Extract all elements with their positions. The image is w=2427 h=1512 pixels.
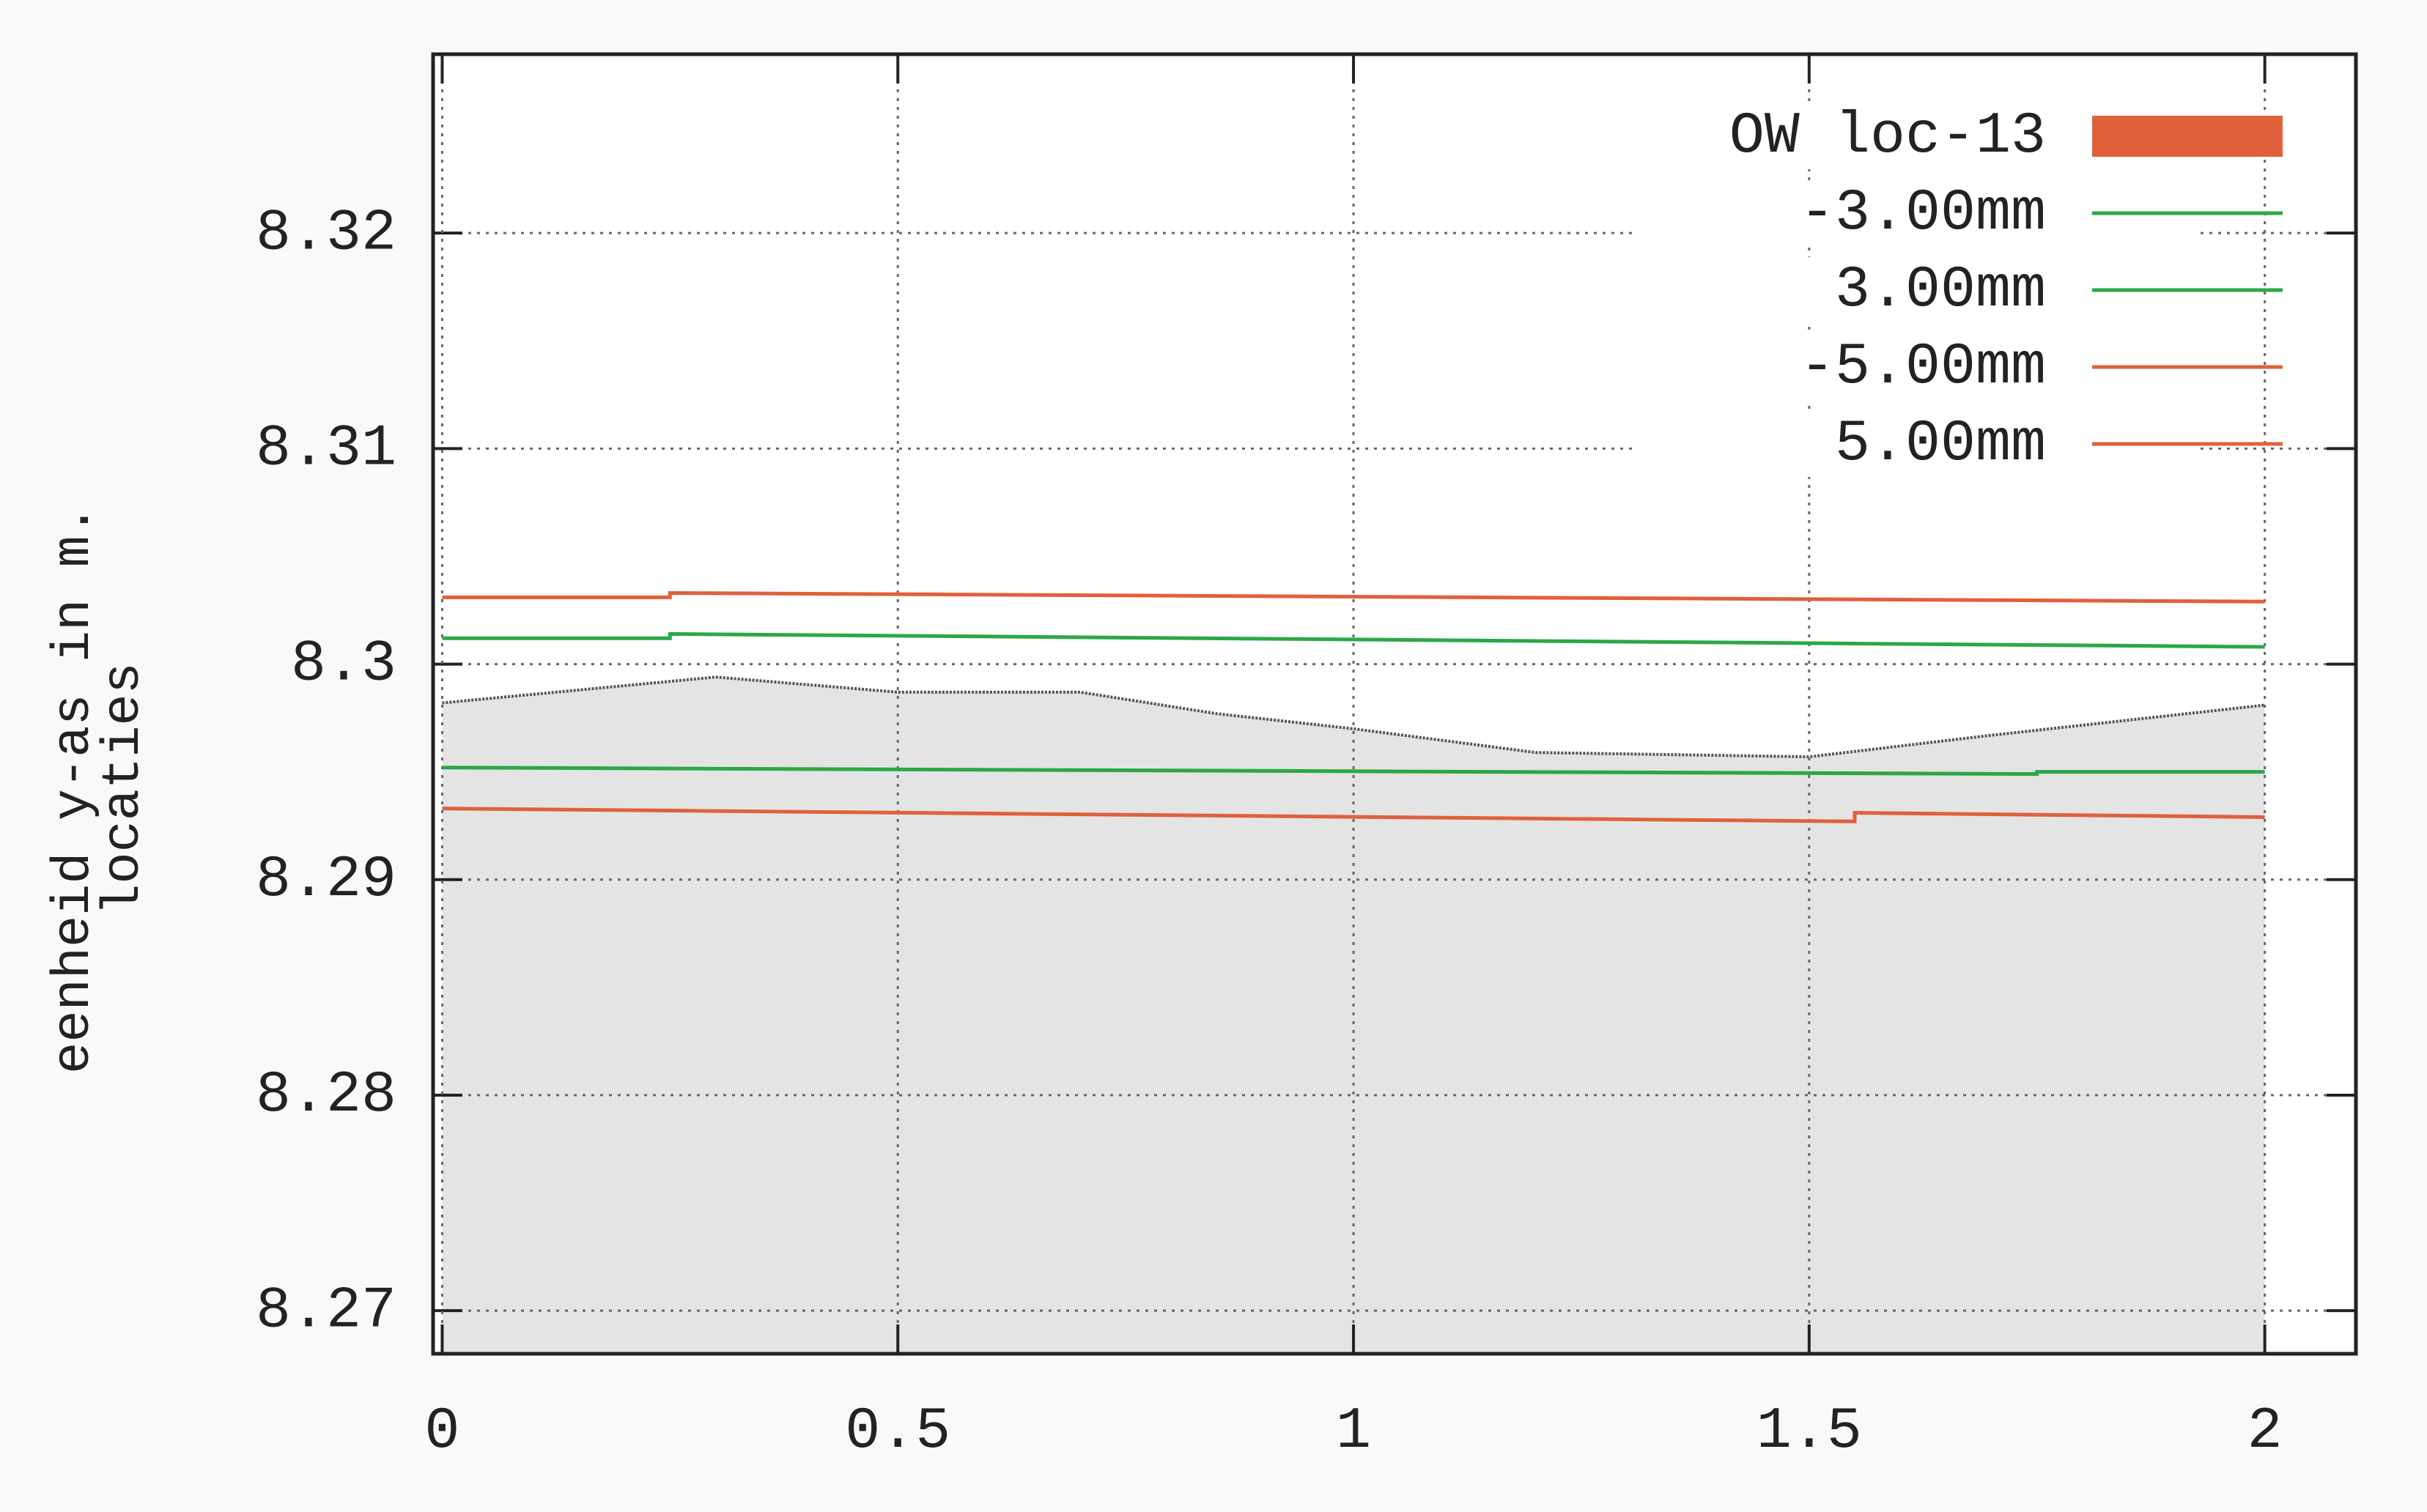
x-tick-label: 1.5	[1756, 1398, 1862, 1465]
plot-frame	[431, 52, 2358, 1356]
x-tick-label: 0.5	[845, 1398, 950, 1465]
legend-label: OW loc-13	[1729, 103, 2046, 170]
y-tick-label: 8.28	[256, 1062, 396, 1129]
y-tick-label: 8.3	[291, 631, 396, 698]
line	[442, 766, 2265, 777]
y-axis-label: eenheid y-as in m.	[44, 504, 104, 1074]
y-tick-label: 8.27	[256, 1278, 396, 1344]
legend-label: 3.00mm	[1835, 257, 2046, 324]
legend-swatch	[2092, 116, 2283, 157]
line	[442, 590, 2265, 604]
y-tick-label: 8.32	[256, 200, 396, 267]
x-tick-label: 2	[2247, 1398, 2283, 1465]
legend-label: 5.00mm	[1835, 411, 2046, 478]
y-axis-label: locaties	[94, 662, 154, 916]
y-tick-label: 8.31	[256, 416, 396, 483]
line	[442, 631, 2265, 649]
x-tick-label: 1	[1336, 1398, 1371, 1465]
y-tick-label: 8.29	[256, 847, 396, 914]
legend-label: -3.00mm	[1800, 180, 2046, 247]
area-outline	[442, 675, 2265, 759]
x-tick-label: 0	[424, 1398, 459, 1465]
legend-label: -5.00mm	[1800, 334, 2046, 401]
line	[442, 807, 2265, 823]
